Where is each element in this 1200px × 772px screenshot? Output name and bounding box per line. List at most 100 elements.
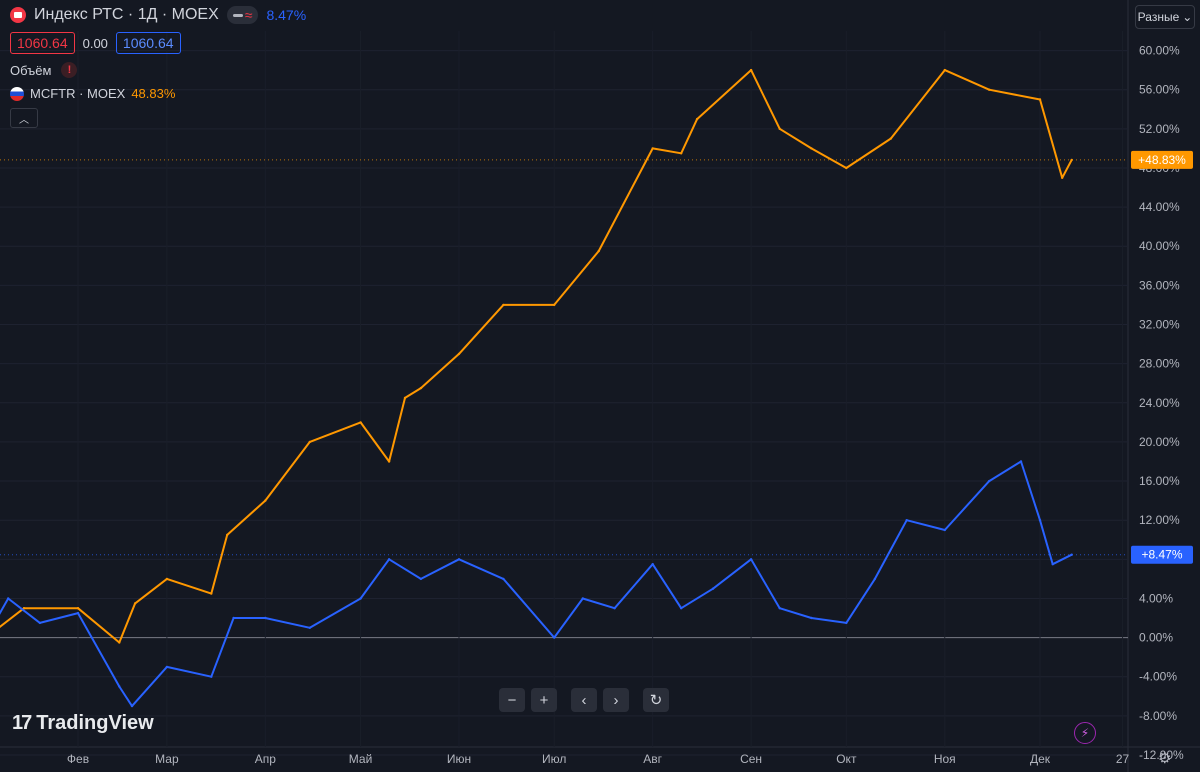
last-value-badge-1 xyxy=(1131,545,1193,564)
volume-row: Объём ! xyxy=(10,62,78,78)
series-point-0 xyxy=(387,460,391,463)
y-tick-label: 40.00% xyxy=(1139,239,1180,253)
x-axis[interactable]: Фев Мар Апр Май Июн Июл Авг Сен Окт Ноя Дек 27 xyxy=(67,752,1130,766)
toggle-wave-icon: ≈ xyxy=(244,7,253,23)
x-tick-label: 27 xyxy=(1116,752,1130,766)
series-point-0 xyxy=(1070,158,1073,162)
scale-mode-button[interactable]: Разные ⌄ xyxy=(1135,5,1195,29)
series-point-1 xyxy=(165,665,169,669)
y-tick-label: 28.00% xyxy=(1139,357,1180,371)
y-tick-label: 60.00% xyxy=(1139,44,1180,58)
series-layer xyxy=(0,68,1128,708)
series-point-1 xyxy=(988,479,991,483)
y-tick-label: 16.00% xyxy=(1139,474,1180,488)
series-point-0 xyxy=(988,88,991,91)
series-point-1 xyxy=(711,587,715,590)
lightning-icon[interactable]: ⚡ xyxy=(1074,722,1096,744)
x-tick-label: Авг xyxy=(643,752,662,766)
warning-icon[interactable]: ! xyxy=(61,62,78,78)
y-tick-label: -12.00% xyxy=(1139,748,1184,762)
x-tick-label: Май xyxy=(349,752,373,766)
compare-symbol-percent: 48.83% xyxy=(131,86,176,101)
chevron-down-icon: ⌄ xyxy=(1182,10,1193,24)
series-point-1 xyxy=(232,616,235,620)
series-point-1 xyxy=(457,558,461,561)
buy-price-box[interactable]: 1060.64 xyxy=(115,32,181,54)
scroll-left-button[interactable]: ‹ xyxy=(571,688,597,712)
tradingview-logo-text: TradingView xyxy=(36,712,154,734)
series-point-0 xyxy=(210,592,213,595)
series-point-1 xyxy=(778,607,781,610)
rts-flag-icon xyxy=(10,7,26,23)
main-symbol-title[interactable]: Индекс РТС · 1Д · MOEX xyxy=(34,6,219,23)
gear-icon[interactable]: ⚙ xyxy=(1158,750,1172,767)
scroll-right-button[interactable]: › xyxy=(603,688,629,712)
chart-navigation: − + ‹ › ↻ xyxy=(499,688,669,712)
zoom-in-button[interactable]: + xyxy=(531,688,557,712)
last-value-text-1: +8.47% xyxy=(1141,548,1182,562)
series-point-0 xyxy=(22,607,26,610)
series-point-1 xyxy=(76,611,80,615)
y-tick-label: -4.00% xyxy=(1139,670,1177,684)
series-line-0 xyxy=(0,69,1073,644)
series-point-1 xyxy=(845,621,848,625)
x-tick-label: Дек xyxy=(1030,752,1051,766)
series-point-1 xyxy=(1051,563,1054,566)
series-point-1 xyxy=(581,597,584,600)
series-point-1 xyxy=(387,558,391,561)
plus-icon: + xyxy=(539,691,549,709)
last-value-text-0: +48.83% xyxy=(1138,153,1186,167)
series-point-1 xyxy=(905,519,908,522)
series-point-0 xyxy=(419,386,423,390)
x-tick-label: Апр xyxy=(255,752,277,766)
series-point-1 xyxy=(873,577,877,581)
series-point-0 xyxy=(749,68,753,72)
tradingview-logo[interactable]: 17 TradingView xyxy=(12,712,154,735)
series-point-1 xyxy=(680,607,683,610)
series-point-1 xyxy=(553,636,556,639)
series-point-0 xyxy=(76,607,80,610)
reset-chart-button[interactable]: ↻ xyxy=(643,688,669,712)
compare-symbol-title[interactable]: MCFTR · MOEX xyxy=(30,86,126,101)
series-point-0 xyxy=(778,127,781,130)
series-point-1 xyxy=(359,597,362,600)
volume-label[interactable]: Объём xyxy=(10,62,52,78)
series-point-0 xyxy=(810,147,813,150)
series-point-1 xyxy=(308,626,311,629)
series-point-0 xyxy=(597,249,600,253)
y-tick-label: 24.00% xyxy=(1139,396,1180,410)
compare-toggle-icon[interactable]: ≈ xyxy=(226,6,259,24)
series-point-1 xyxy=(613,607,616,610)
series-point-0 xyxy=(680,152,683,155)
sell-price-box[interactable]: 1060.64 xyxy=(10,32,75,54)
x-tick-label: Мар xyxy=(155,752,179,766)
series-point-0 xyxy=(1061,176,1064,179)
price-row: 1060.64 0.00 1060.64 xyxy=(10,32,181,54)
series-point-1 xyxy=(264,616,267,620)
y-tick-label: 44.00% xyxy=(1139,200,1180,214)
series-point-1 xyxy=(7,597,10,600)
zoom-out-button[interactable]: − xyxy=(499,688,525,712)
chevron-up-icon[interactable]: ︿ xyxy=(10,108,38,128)
series-point-1 xyxy=(38,621,42,625)
y-tick-label: 52.00% xyxy=(1139,122,1180,136)
y-tick-label: 4.00% xyxy=(1139,591,1173,605)
x-tick-label: Июл xyxy=(542,752,566,766)
last-value-labels: +48.83% +8.47% xyxy=(1131,150,1193,564)
y-tick-label: 0.00% xyxy=(1139,631,1173,645)
series-point-0 xyxy=(264,499,267,502)
series-point-0 xyxy=(553,303,556,307)
series-point-0 xyxy=(889,137,892,140)
series-point-0 xyxy=(502,303,505,307)
series-point-1 xyxy=(651,563,654,566)
series-point-1 xyxy=(419,577,423,581)
series-point-0 xyxy=(695,117,699,121)
series-point-0 xyxy=(651,147,654,150)
series-point-0 xyxy=(133,602,137,605)
x-tick-label: Ноя xyxy=(934,752,956,766)
series-point-0 xyxy=(457,352,461,356)
legend-header: Индекс РТС · 1Д · MOEX ≈ 8.47% xyxy=(10,6,306,24)
series-point-0 xyxy=(118,641,121,644)
